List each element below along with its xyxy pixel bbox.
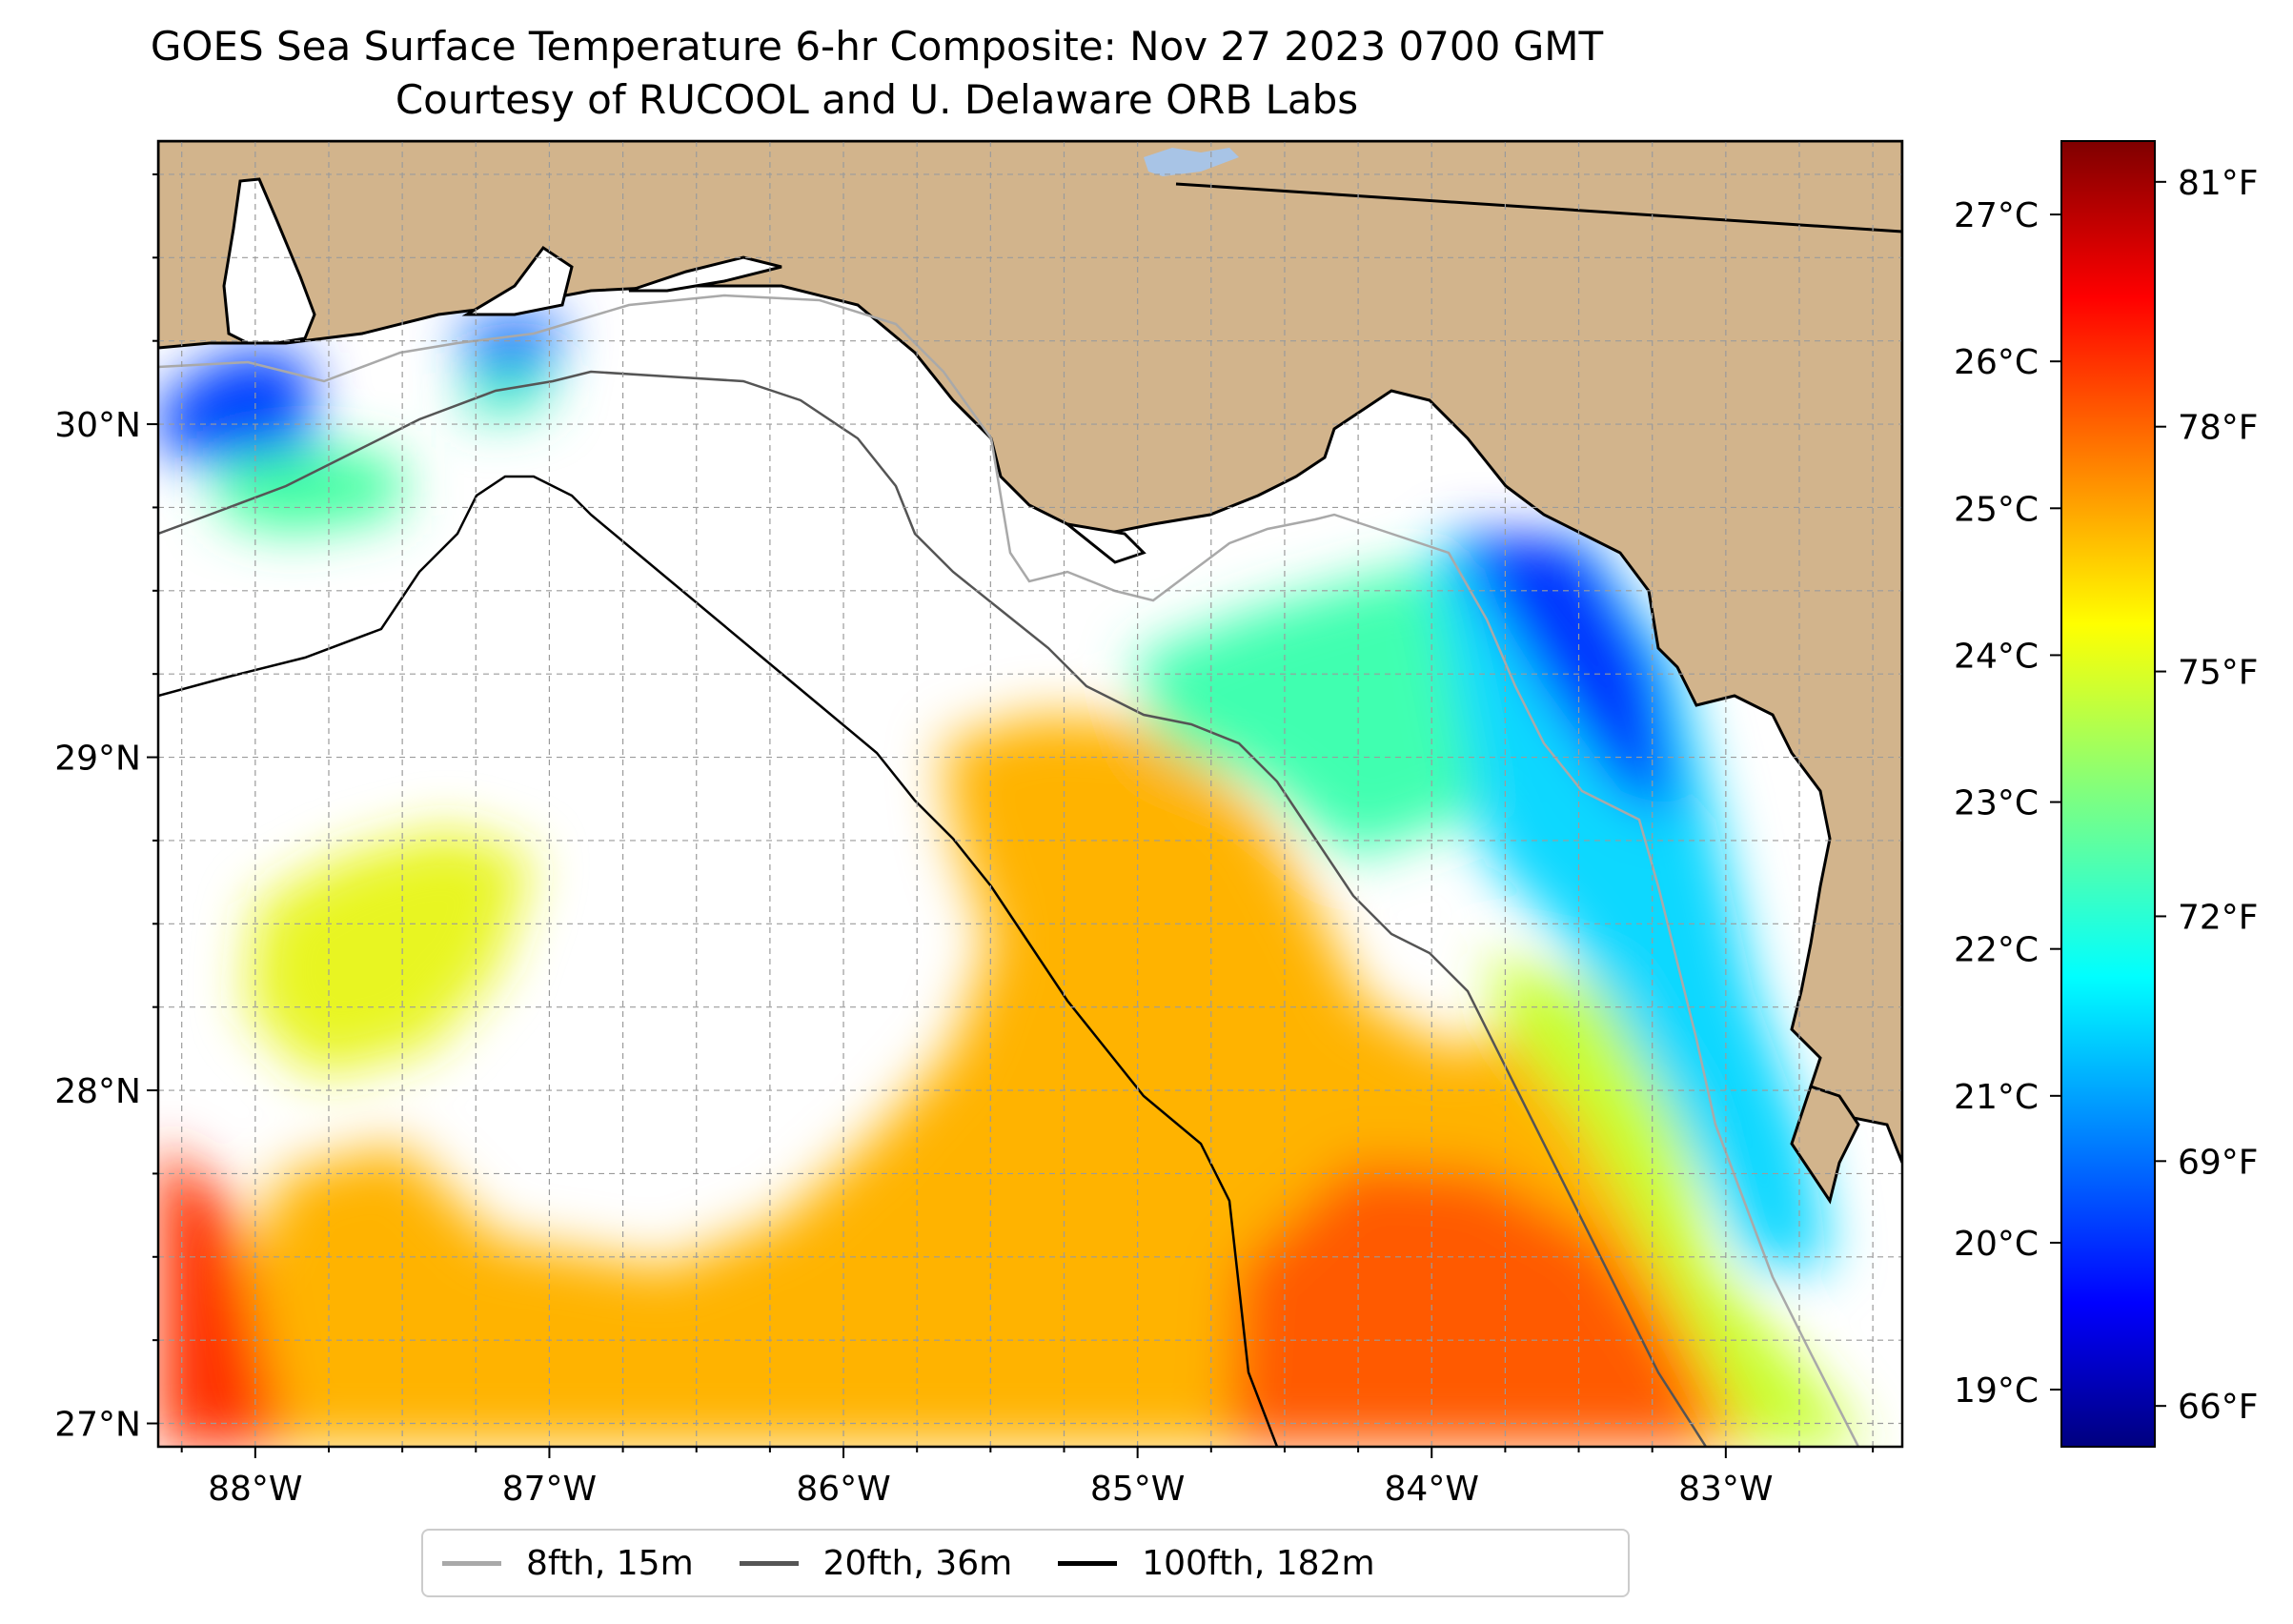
lon-tick-label: 84°W (1385, 1470, 1479, 1509)
f-tick-label: 81°F (2178, 164, 2259, 203)
sst-yellow-east (1487, 953, 1868, 1447)
f-tick-label: 69°F (2178, 1143, 2259, 1182)
legend-label-8fth: 8fth, 15m (526, 1543, 694, 1583)
isobath-8fth (158, 294, 1860, 1447)
sst-blue-pensacola (457, 315, 562, 372)
state-border (1175, 182, 1902, 233)
legend-swatch-8fth (442, 1560, 501, 1566)
lon-tick-label: 86°W (796, 1470, 890, 1509)
sst-field (158, 315, 1868, 1447)
c-tick-label: 22°C (1954, 931, 2039, 970)
bay-mobile (222, 177, 316, 345)
f-tick-label: 75°F (2178, 654, 2259, 693)
isobath-20fth (158, 370, 1708, 1447)
colorbar-celsius-ticks: 19°C 20°C 21°C 22°C 23°C 24°C 25°C 26°C 27°C (1954, 196, 2061, 1411)
legend-item-100fth: 100fth, 182m (1058, 1543, 1375, 1583)
lon-tick-label: 85°W (1090, 1470, 1185, 1509)
legend-swatch-20fth (739, 1560, 799, 1566)
c-tick-label: 20°C (1954, 1225, 2039, 1264)
chart-subtitle: Courtesy of RUCOOL and U. Delaware ORB L… (395, 76, 1359, 123)
map-frame (156, 139, 1904, 1449)
lon-tick-label: 83°W (1678, 1470, 1773, 1509)
sst-red-southwest (158, 1144, 286, 1447)
lon-tick-labels: 88°W 87°W 86°W 85°W 84°W 83°W (208, 1470, 1773, 1509)
legend-item-8fth: 8fth, 15m (442, 1544, 694, 1583)
sst-red-southeast (1229, 1163, 1715, 1447)
axis-ticks (147, 173, 1875, 1458)
bay-choctaw (628, 255, 782, 293)
sst-yellow-west (248, 829, 534, 1077)
colorbar (2060, 140, 2156, 1448)
c-tick-label: 23°C (1954, 784, 2039, 823)
c-tick-label: 24°C (1954, 637, 2039, 676)
lat-tick-label: 29°N (54, 740, 141, 779)
lake-seminole (1144, 148, 1239, 176)
gridlines (158, 141, 1902, 1447)
isobath-100fth (158, 475, 1279, 1447)
f-tick-label: 78°F (2178, 409, 2259, 448)
bay-apalachee (1062, 521, 1146, 564)
bay-pensacola (461, 245, 574, 316)
land-tampa-bay (1790, 1085, 1860, 1205)
f-tick-label: 66°F (2178, 1388, 2259, 1427)
c-tick-label: 27°C (1954, 196, 2039, 235)
legend: 8fth, 15m 20fth, 36m 100fth, 182m (421, 1529, 1630, 1597)
c-tick-label: 25°C (1954, 490, 2039, 529)
colorbar-fahrenheit-ticks: 66°F 69°F 72°F 75°F 78°F 81°F (2155, 164, 2259, 1427)
legend-swatch-100fth (1058, 1560, 1118, 1566)
sst-blue-big-bend (1449, 534, 1677, 820)
sst-map: 88°W 87°W 86°W 85°W 84°W 83°W 27°N 28°N 29°N 30°… (54, 139, 2259, 1509)
lat-tick-labels: 27°N 28°N 29°N 30°N (54, 406, 141, 1444)
c-tick-label: 26°C (1954, 343, 2039, 382)
legend-label-20fth: 20fth, 36m (822, 1543, 1013, 1583)
legend-item-20fth: 20fth, 36m (739, 1543, 1013, 1583)
c-tick-label: 19°C (1954, 1371, 2039, 1411)
f-tick-label: 72°F (2178, 898, 2259, 937)
sst-cyan-pensacola (467, 362, 553, 419)
sst-green-central (1134, 562, 1544, 858)
lon-tick-label: 88°W (208, 1470, 302, 1509)
lat-tick-label: 28°N (54, 1072, 141, 1111)
land-north (158, 141, 1902, 1164)
lon-tick-label: 87°W (502, 1470, 597, 1509)
legend-label-100fth: 100fth, 182m (1142, 1543, 1375, 1583)
lat-tick-label: 27°N (54, 1406, 141, 1445)
c-tick-label: 21°C (1954, 1078, 2039, 1117)
sst-blue-nw (158, 353, 315, 477)
chart-title: GOES Sea Surface Temperature 6-hr Compos… (150, 23, 1604, 70)
sst-green-nw (219, 448, 400, 534)
lat-tick-label: 30°N (54, 406, 141, 445)
